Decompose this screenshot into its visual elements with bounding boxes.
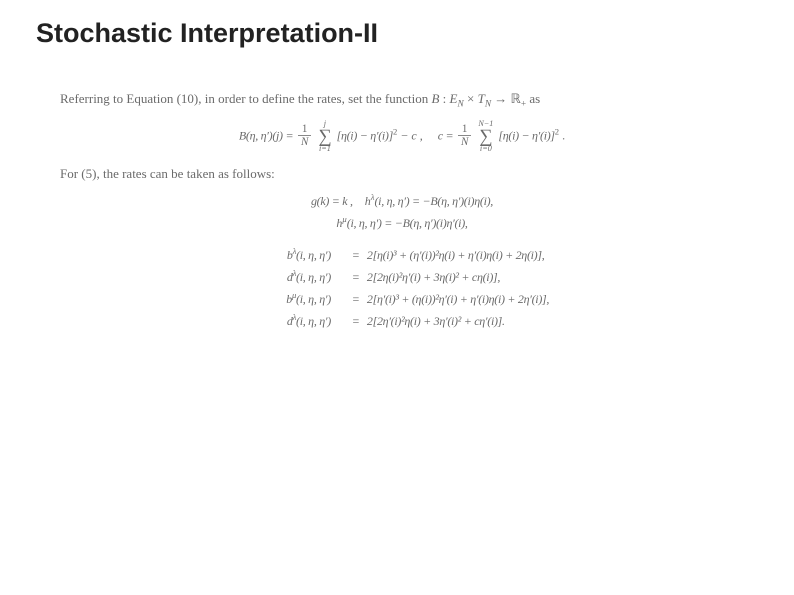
equation-B-c: B(η, η′)(j) = 1 N j ∑ i=1 [η(i) − η′(i)]… <box>60 120 744 154</box>
frac-den2: N <box>458 136 471 148</box>
equation-bd-group: bλ(i, η, η′) = 2[η(i)³ + (η′(i))²η(i) + … <box>60 242 744 333</box>
eq-h-mu-args: (i, η, η′) = −B(η, η′)(i)η′(i), <box>347 216 468 230</box>
sum2-bot: i=0 <box>478 145 493 153</box>
content-body: Referring to Equation (10), in order to … <box>40 89 754 333</box>
page-title: Stochastic Interpretation-II <box>36 18 754 49</box>
func-B: B <box>431 91 439 106</box>
paragraph-1: Referring to Equation (10), in order to … <box>60 89 744 112</box>
paragraph-2: For (5), the rates can be taken as follo… <box>60 164 744 184</box>
eq1-dot: . <box>562 128 565 142</box>
r3-rhs: 2[2η′(i)²η(i) + 3η′(i)² + cη′(i)]. <box>367 312 505 330</box>
sum-1: j ∑ i=1 <box>318 120 331 154</box>
eq-row-b-lambda: bλ(i, η, η′) = 2[η(i)³ + (η′(i))²η(i) + … <box>255 245 549 264</box>
eq-row-b-mu: bμ(i, η, η′) = 2[η′(i)³ + (η(i))²η′(i) +… <box>255 289 549 308</box>
domain-R: ℝ <box>511 91 521 106</box>
frac-num: 1 <box>298 123 311 136</box>
eq1-minus-c: − c , <box>400 128 422 142</box>
sigma-icon: ∑ <box>318 128 331 146</box>
sum-2: N−1 ∑ i=0 <box>478 120 493 154</box>
r0-eq: = <box>345 246 367 264</box>
domain-T-sub: N <box>485 100 491 110</box>
domain-Rplus: + <box>521 100 526 110</box>
frac-den: N <box>298 136 311 148</box>
domain-E: E <box>450 91 458 106</box>
frac-num2: 1 <box>458 123 471 136</box>
r0-rhs: 2[η(i)³ + (η′(i))²η(i) + η′(i)η(i) + 2η(… <box>367 246 545 264</box>
eq1-sq: 2 <box>393 126 397 136</box>
eq-g: g(k) = k , <box>311 194 353 208</box>
r3-eq: = <box>345 312 367 330</box>
eq-h-lambda-args: (i, η, η′) = −B(η, η′)(i)η(i), <box>374 194 493 208</box>
para1-text-a: Referring to Equation (10), in order to … <box>60 91 431 106</box>
equation-gh: g(k) = k , hλ(i, η, η′) = −B(η, η′)(i)η(… <box>60 191 744 232</box>
eq1-lhs: B(η, η′)(j) = <box>239 128 296 142</box>
eq-row-d-lambda-2: dλ(i, η, η′) = 2[2η′(i)²η(i) + 3η′(i)² +… <box>255 311 549 330</box>
sum1-bot: i=1 <box>318 145 331 153</box>
r0-args: (i, η, η′) <box>296 248 331 262</box>
frac-1N-a: 1 N <box>298 123 311 148</box>
domain-T: T <box>478 91 485 106</box>
r1-eq: = <box>345 268 367 286</box>
r2-args: (i, η, η′) <box>296 292 331 306</box>
r3-args: (i, η, η′) <box>296 314 331 328</box>
r2-eq: = <box>345 290 367 308</box>
sigma-icon-2: ∑ <box>478 128 493 146</box>
eq1-sq2: 2 <box>555 126 559 136</box>
r1-rhs: 2[2η(i)²η′(i) + 3η(i)² + cη(i)], <box>367 268 500 286</box>
frac-1N-b: 1 N <box>458 123 471 148</box>
slide: Stochastic Interpretation-II Referring t… <box>0 0 794 333</box>
domain-E-sub: N <box>458 100 464 110</box>
r2-rhs: 2[η′(i)³ + (η(i))²η′(i) + η′(i)η(i) + 2η… <box>367 290 549 308</box>
r1-args: (i, η, η′) <box>296 270 331 284</box>
eq1-c-eq: c = <box>438 128 456 142</box>
eq1-body: [η(i) − η′(i)] <box>337 128 393 142</box>
eq-row-d-lambda: dλ(i, η, η′) = 2[2η(i)²η′(i) + 3η(i)² + … <box>255 267 549 286</box>
eq1-body2: [η(i) − η′(i)] <box>498 128 554 142</box>
para1-text-b: as <box>529 91 540 106</box>
